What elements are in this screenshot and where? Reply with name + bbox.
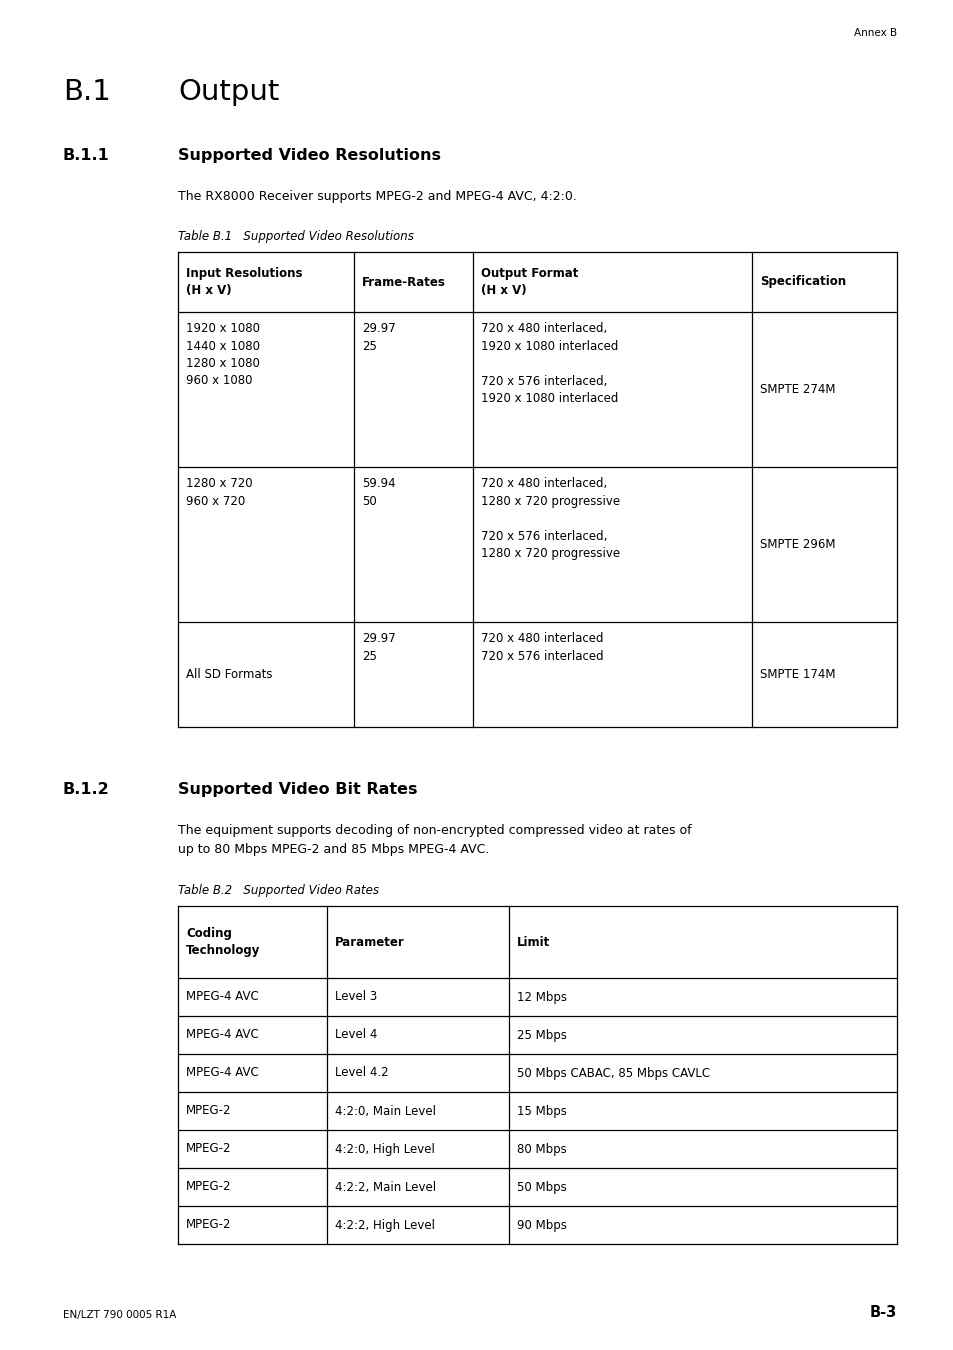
Text: Output Format
(H x V): Output Format (H x V): [480, 267, 578, 297]
Text: Table B.2   Supported Video Rates: Table B.2 Supported Video Rates: [178, 884, 378, 896]
Text: Supported Video Bit Rates: Supported Video Bit Rates: [178, 782, 417, 796]
Text: 1280 x 720
960 x 720: 1280 x 720 960 x 720: [186, 477, 253, 508]
Text: 90 Mbps: 90 Mbps: [517, 1219, 566, 1231]
Text: 15 Mbps: 15 Mbps: [517, 1104, 566, 1118]
Text: All SD Formats: All SD Formats: [186, 668, 273, 680]
Text: 29.97
25: 29.97 25: [362, 323, 395, 352]
Text: 50 Mbps: 50 Mbps: [517, 1180, 566, 1193]
Text: Coding
Technology: Coding Technology: [186, 927, 260, 957]
Text: Annex B: Annex B: [853, 28, 896, 38]
Text: Limit: Limit: [517, 936, 550, 949]
Text: MPEG-4 AVC: MPEG-4 AVC: [186, 1029, 258, 1041]
Text: The RX8000 Receiver supports MPEG-2 and MPEG-4 AVC, 4:2:0.: The RX8000 Receiver supports MPEG-2 and …: [178, 190, 577, 202]
Text: Frame-Rates: Frame-Rates: [362, 275, 446, 289]
Text: 4:2:0, High Level: 4:2:0, High Level: [335, 1142, 435, 1156]
Text: Input Resolutions
(H x V): Input Resolutions (H x V): [186, 267, 302, 297]
Text: SMPTE 274M: SMPTE 274M: [759, 383, 835, 396]
Text: MPEG-2: MPEG-2: [186, 1180, 232, 1193]
Text: MPEG-2: MPEG-2: [186, 1104, 232, 1118]
Text: 4:2:0, Main Level: 4:2:0, Main Level: [335, 1104, 436, 1118]
Text: 1920 x 1080
1440 x 1080
1280 x 1080
960 x 1080: 1920 x 1080 1440 x 1080 1280 x 1080 960 …: [186, 323, 260, 387]
Text: EN/LZT 790 0005 R1A: EN/LZT 790 0005 R1A: [63, 1310, 176, 1320]
Text: 720 x 480 interlaced,
1920 x 1080 interlaced

720 x 576 interlaced,
1920 x 1080 : 720 x 480 interlaced, 1920 x 1080 interl…: [480, 323, 618, 405]
Text: SMPTE 174M: SMPTE 174M: [759, 668, 835, 680]
Text: Level 4: Level 4: [335, 1029, 376, 1041]
Text: 80 Mbps: 80 Mbps: [517, 1142, 566, 1156]
Text: B-3: B-3: [869, 1305, 896, 1320]
Text: Level 3: Level 3: [335, 991, 376, 1003]
Text: MPEG-4 AVC: MPEG-4 AVC: [186, 991, 258, 1003]
Text: MPEG-2: MPEG-2: [186, 1142, 232, 1156]
Text: 25 Mbps: 25 Mbps: [517, 1029, 566, 1041]
Text: B.1: B.1: [63, 78, 111, 107]
Text: Level 4.2: Level 4.2: [335, 1066, 388, 1080]
Text: 4:2:2, Main Level: 4:2:2, Main Level: [335, 1180, 436, 1193]
Text: MPEG-2: MPEG-2: [186, 1219, 232, 1231]
Text: 720 x 480 interlaced
720 x 576 interlaced: 720 x 480 interlaced 720 x 576 interlace…: [480, 632, 603, 663]
Text: 720 x 480 interlaced,
1280 x 720 progressive

720 x 576 interlaced,
1280 x 720 p: 720 x 480 interlaced, 1280 x 720 progres…: [480, 477, 619, 560]
Text: B.1.1: B.1.1: [63, 148, 110, 163]
Text: B.1.2: B.1.2: [63, 782, 110, 796]
Text: Supported Video Resolutions: Supported Video Resolutions: [178, 148, 440, 163]
Text: SMPTE 296M: SMPTE 296M: [759, 539, 835, 551]
Text: 4:2:2, High Level: 4:2:2, High Level: [335, 1219, 435, 1231]
Text: MPEG-4 AVC: MPEG-4 AVC: [186, 1066, 258, 1080]
Text: Table B.1   Supported Video Resolutions: Table B.1 Supported Video Resolutions: [178, 230, 414, 243]
Text: Output: Output: [178, 78, 279, 107]
Text: 12 Mbps: 12 Mbps: [517, 991, 566, 1003]
Text: 50 Mbps CABAC, 85 Mbps CAVLC: 50 Mbps CABAC, 85 Mbps CAVLC: [517, 1066, 709, 1080]
Text: Parameter: Parameter: [335, 936, 404, 949]
Text: Specification: Specification: [759, 275, 845, 289]
Text: 59.94
50: 59.94 50: [362, 477, 395, 508]
Text: 29.97
25: 29.97 25: [362, 632, 395, 663]
Text: The equipment supports decoding of non-encrypted compressed video at rates of
up: The equipment supports decoding of non-e…: [178, 824, 691, 856]
